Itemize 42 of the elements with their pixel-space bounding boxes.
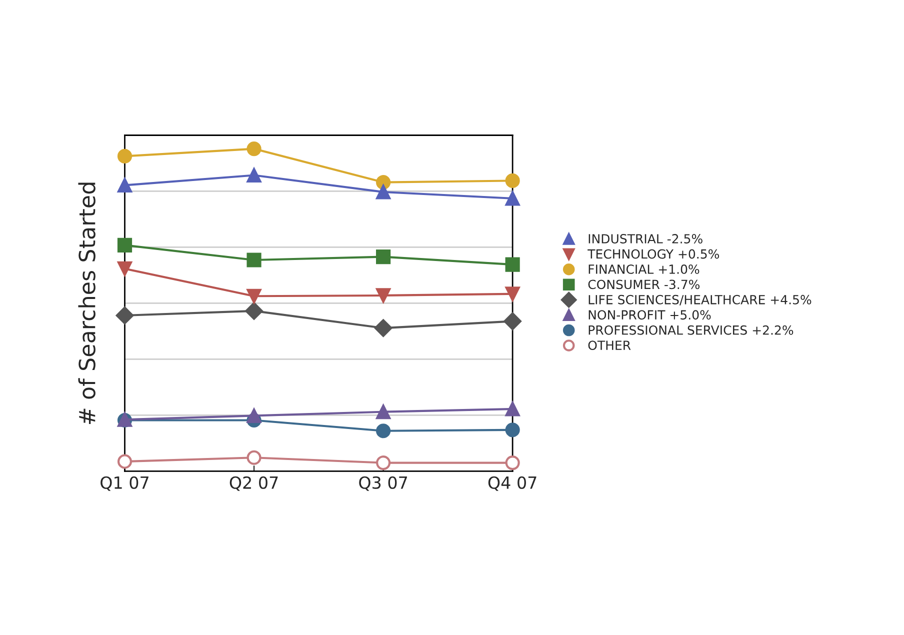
point [504, 312, 522, 330]
point [376, 249, 391, 264]
point [505, 286, 520, 302]
point [376, 455, 391, 470]
point [376, 175, 391, 190]
x-tick-label: Q1 07 [100, 476, 148, 491]
legend-label: NON-PROFIT +5.0% [588, 310, 711, 320]
point [246, 168, 262, 183]
x-tick-label: Q4 07 [488, 476, 536, 491]
point [505, 402, 520, 416]
x-tick-label: Q2 07 [230, 476, 278, 491]
legend-label: INDUSTRIAL -2.5% [588, 234, 702, 244]
point [505, 422, 520, 438]
legend-label: TECHNOLOGY +0.5% [588, 249, 720, 259]
point [117, 454, 132, 469]
point [117, 238, 132, 252]
legend-label: LIFE SCIENCES/HEALTHCARE +4.5% [588, 294, 812, 306]
point [505, 455, 520, 470]
point [246, 288, 262, 304]
point [246, 252, 262, 268]
point [374, 319, 392, 337]
point [117, 148, 132, 164]
point [505, 191, 520, 206]
x-tick-label: Q3 07 [359, 476, 407, 491]
point [505, 173, 520, 188]
point [116, 306, 134, 324]
point [245, 302, 263, 320]
point [376, 184, 391, 200]
legend-label: CONSUMER -3.7% [588, 280, 700, 290]
point [376, 288, 391, 303]
y-axis-title: # of Searches Started [78, 182, 96, 424]
legend-label: PROFESSIONAL SERVICES +2.2% [588, 325, 794, 335]
point [376, 404, 391, 420]
point [246, 450, 262, 465]
point [117, 261, 132, 276]
point [246, 142, 262, 156]
point [117, 178, 132, 193]
legend-label: OTHER [588, 340, 631, 350]
legend-label: FINANCIAL +1.0% [588, 264, 700, 274]
point [505, 257, 520, 272]
point [376, 424, 391, 438]
point [246, 408, 262, 424]
